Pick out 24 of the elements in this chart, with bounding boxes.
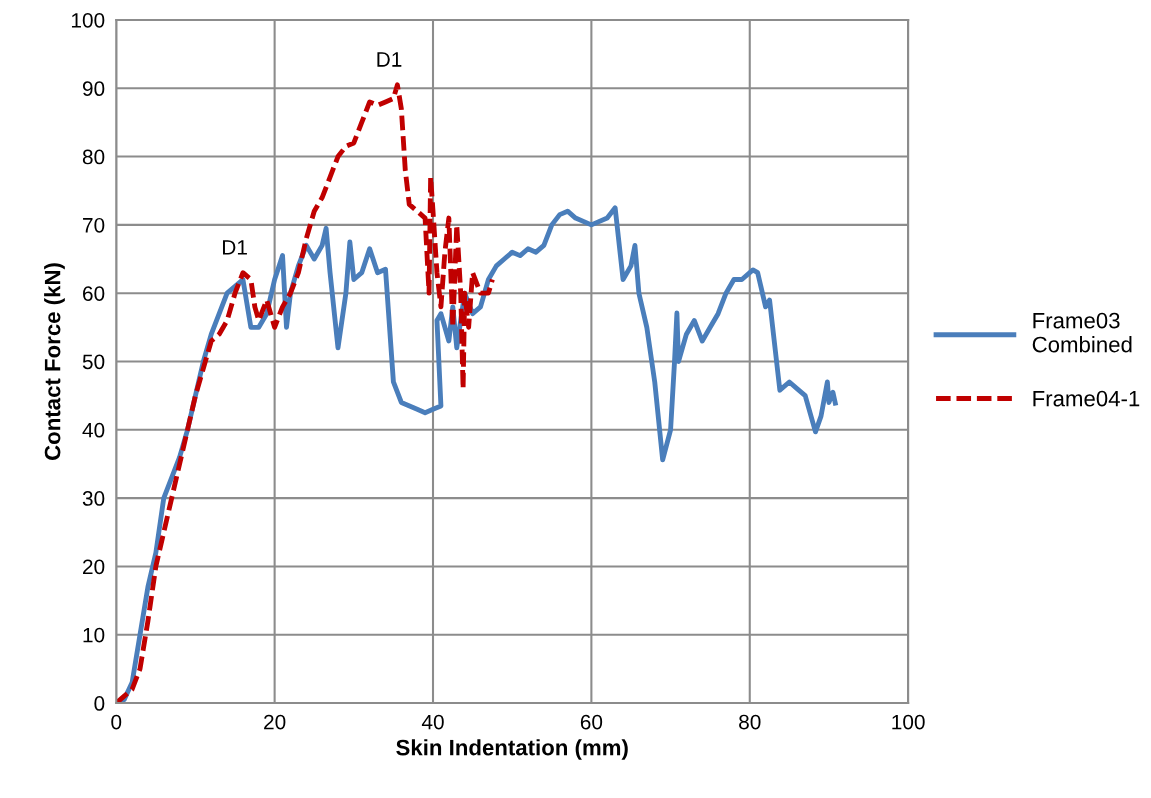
y-tick-label: 20 (83, 559, 105, 575)
y-tick-label: 100 (71, 12, 105, 28)
x-axis-title: Skin Indentation (mm) (396, 739, 628, 760)
y-tick-label: 70 (83, 217, 105, 233)
y-tick-label: 60 (83, 286, 105, 301)
y-tick-label: 30 (82, 491, 105, 506)
x-tick-label: 40 (421, 714, 444, 730)
y-tick-label: 50 (82, 354, 105, 370)
line-series (116, 82, 495, 704)
legend-label: Frame03 Combined (1032, 312, 1132, 353)
x-tick-label: 60 (580, 714, 603, 730)
x-tick-label: 0 (111, 714, 122, 730)
y-tick-label: 90 (82, 81, 105, 97)
y-tick-label: 40 (82, 422, 105, 438)
x-tick-label: 100 (892, 714, 925, 730)
y-tick-label: 10 (83, 627, 105, 643)
x-tick-label: 20 (264, 714, 286, 730)
x-tick-label: 80 (739, 714, 761, 730)
annotation: D1 (223, 240, 247, 255)
legend-label: Frame04-1 (1033, 390, 1140, 407)
annotation: D1 (377, 52, 402, 67)
y-axis-title: Contact Force (kN) (44, 263, 65, 460)
y-tick-label: 80 (82, 149, 105, 165)
y-tick-label: 0 (94, 696, 105, 711)
